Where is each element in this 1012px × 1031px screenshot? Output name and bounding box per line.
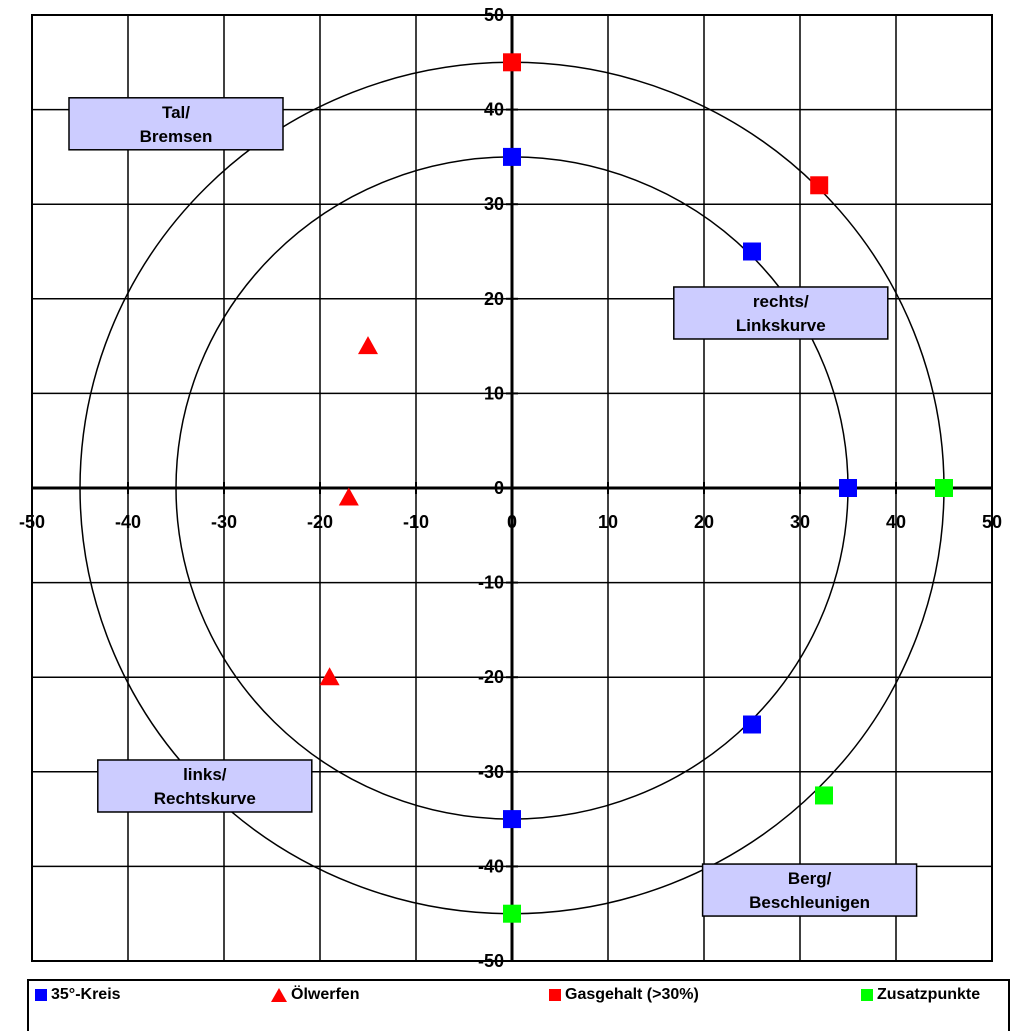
red-triangle-icon <box>271 988 287 1002</box>
blue-square-icon <box>35 989 47 1001</box>
green-square-icon <box>861 989 873 1001</box>
annotation-box <box>97 759 313 813</box>
x-tick-label: 50 <box>982 512 1002 532</box>
annotation-box <box>68 97 284 151</box>
y-tick-label: 40 <box>484 100 504 120</box>
y-tick-label: -10 <box>478 573 504 593</box>
x-tick-label: -10 <box>403 512 429 532</box>
y-tick-label: -50 <box>478 951 504 971</box>
y-tick-label: 50 <box>484 5 504 25</box>
annotation-text: Rechtskurve <box>154 789 256 808</box>
annotation-text: Linkskurve <box>736 316 826 335</box>
tick-label-layer: -50 -40 -30 -20 -10 0 10 20 30 40 50 -50 -40 -30 -20 -1… <box>19 5 1002 971</box>
annotation-text: Tal/ <box>162 103 190 122</box>
chart-legend: 35°-Kreis Ölwerfen Gasgehalt (>30%) Zusa… <box>27 979 1010 1031</box>
x-tick-label: 10 <box>598 512 618 532</box>
marker-layer <box>319 53 953 923</box>
legend-item-zusatzpunkte: Zusatzpunkte <box>861 985 980 1005</box>
data-point-square <box>839 479 857 497</box>
legend-label: 35°-Kreis <box>51 986 121 1003</box>
legend-label: Zusatzpunkte <box>877 986 981 1003</box>
annotation-text: Berg/ <box>788 869 832 888</box>
data-point-square <box>503 810 521 829</box>
legend-item-oelwerfen: Ölwerfen <box>271 985 359 1005</box>
x-tick-label: 30 <box>790 512 810 532</box>
data-point-square <box>503 53 521 72</box>
x-tick-label: 20 <box>694 512 714 532</box>
data-point-square <box>815 786 833 805</box>
data-point-triangle <box>338 487 359 506</box>
data-point-square <box>810 176 829 195</box>
legend-label: Gasgehalt (>30%) <box>565 986 699 1003</box>
annotation-text: links/ <box>183 765 227 784</box>
axis-layer <box>31 14 993 962</box>
data-point-square <box>743 242 761 261</box>
annotation-text: Beschleunigen <box>749 893 870 912</box>
data-point-square <box>935 479 953 497</box>
data-point-triangle <box>358 336 378 355</box>
x-tick-label: -30 <box>211 512 237 532</box>
x-tick-label: 40 <box>886 512 906 532</box>
data-point-square <box>503 904 521 923</box>
y-tick-label: -20 <box>478 667 504 687</box>
y-tick-label: 30 <box>484 194 504 214</box>
annotation-text: Bremsen <box>140 127 213 146</box>
legend-item-gasgehalt: Gasgehalt (>30%) <box>549 985 699 1005</box>
y-tick-label: 20 <box>484 289 504 309</box>
y-tick-label: 10 <box>484 383 504 403</box>
annotation-text: rechts/ <box>753 292 809 311</box>
data-point-square <box>743 715 761 734</box>
legend-label: Ölwerfen <box>291 986 360 1003</box>
x-tick-label: 0 <box>507 512 517 532</box>
annotation-layer: Tal/Bremsen rechts/Linkskurve links/Rechts… <box>68 97 918 917</box>
x-tick-label: -40 <box>115 512 141 532</box>
annotation-box <box>701 863 918 917</box>
annotation-box <box>673 286 889 340</box>
data-point-square <box>503 147 521 166</box>
red-square-icon <box>549 989 561 1001</box>
scatter-chart: -50 -40 -30 -20 -10 0 10 20 30 40 50 -50 -40 -30 -20 -1… <box>19 5 1002 971</box>
y-tick-label: -40 <box>478 856 504 876</box>
x-tick-label: -50 <box>19 512 45 532</box>
x-tick-label: -20 <box>307 512 333 532</box>
data-point-triangle <box>319 667 340 686</box>
y-tick-label: 0 <box>494 478 504 498</box>
y-tick-label: -30 <box>478 762 504 782</box>
legend-item-35-kreis: 35°-Kreis <box>35 985 121 1005</box>
